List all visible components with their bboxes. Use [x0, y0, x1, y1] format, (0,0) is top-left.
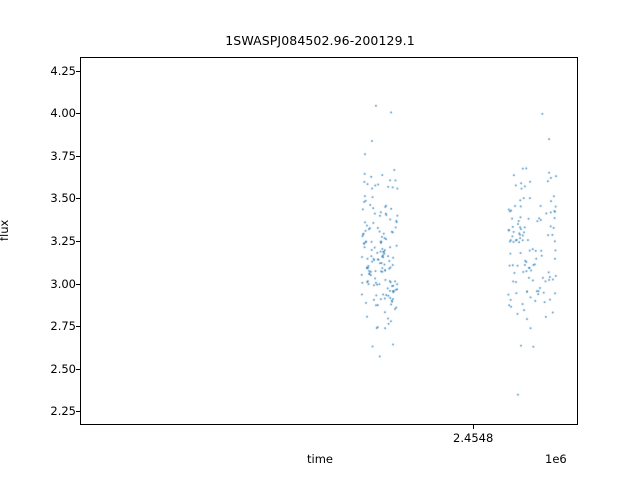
- y-axis-label: flux: [0, 219, 11, 241]
- x-axis-offset-label: 1e6: [545, 452, 567, 466]
- y-tick-label: 2.75: [50, 319, 76, 334]
- y-tick-mark: [76, 283, 80, 285]
- y-tick-label: 3.75: [50, 148, 76, 163]
- x-tick-label: 2.4548: [453, 431, 494, 445]
- y-tick-mark: [76, 326, 80, 328]
- y-tick-mark: [76, 113, 80, 115]
- plot-axes-area: [80, 57, 578, 425]
- x-axis-tick-labels: 2.45482.45502.45522.45542.45562.45582.45…: [0, 431, 640, 447]
- scatter-plot-canvas: [81, 58, 577, 424]
- y-tick-mark: [76, 411, 80, 413]
- y-tick-label: 4.25: [50, 63, 76, 78]
- y-tick-label: 4.00: [50, 106, 76, 121]
- y-tick-label: 2.25: [50, 404, 76, 419]
- y-tick-mark: [76, 368, 80, 370]
- x-axis-label: time: [307, 452, 333, 466]
- y-tick-mark: [76, 70, 80, 72]
- y-axis-tick-labels: 2.25 2.50 2.75 3.00 3.25 3.50 3.75 4.00 4.25: [12, 57, 76, 425]
- y-tick-mark: [76, 155, 80, 157]
- y-tick-mark: [76, 241, 80, 242]
- x-tick-mark: [473, 425, 475, 429]
- y-tick-label: 3.50: [50, 191, 76, 206]
- y-tick-label: 2.50: [50, 361, 76, 376]
- chart-title: 1SWASPJ084502.96-200129.1: [225, 33, 415, 48]
- y-tick-label: 3.25: [50, 234, 76, 248]
- y-tick-mark: [76, 198, 80, 200]
- y-tick-label: 3.00: [50, 276, 76, 291]
